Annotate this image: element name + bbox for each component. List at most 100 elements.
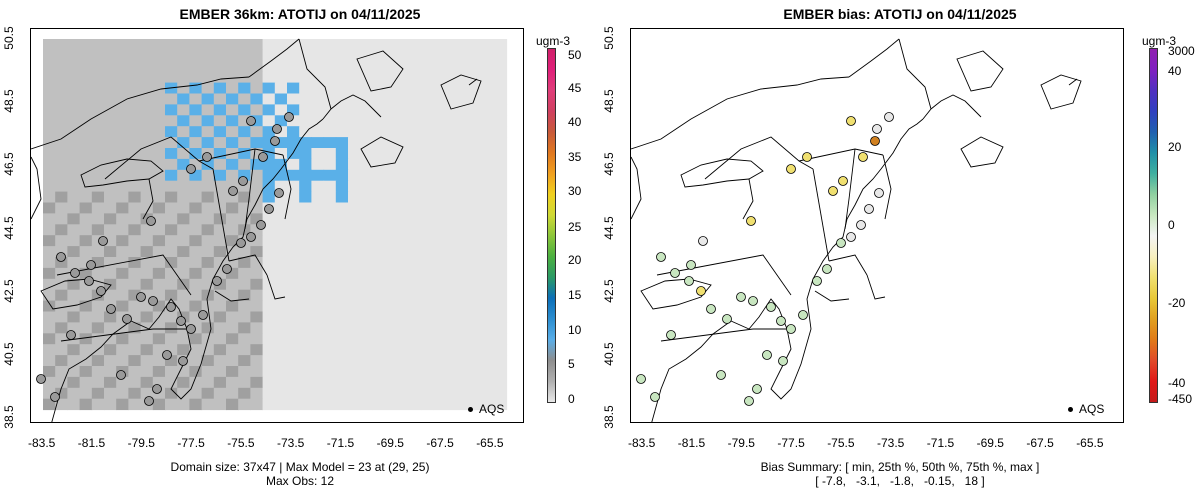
y-tick-label: 42.5 xyxy=(2,279,16,303)
colorbar-tick-label: 25 xyxy=(568,220,582,234)
grid-cell xyxy=(360,191,373,203)
grid-cell xyxy=(140,158,154,171)
grid-cell xyxy=(470,246,483,258)
bias-marker xyxy=(884,112,894,122)
grid-cell xyxy=(79,49,93,62)
grid-cell xyxy=(494,60,508,73)
bias-marker xyxy=(706,304,716,314)
grid-cell xyxy=(140,39,154,51)
grid-cell xyxy=(433,257,447,269)
grid-cell xyxy=(104,82,117,94)
grid-cell xyxy=(494,169,508,182)
grid-cell xyxy=(104,137,117,149)
national-border xyxy=(298,38,332,110)
grid-cell xyxy=(104,115,117,127)
grid-cell xyxy=(128,387,142,400)
grid-cell xyxy=(116,60,129,73)
grid-cell xyxy=(67,355,81,367)
grid-cell xyxy=(140,311,154,323)
grid-cell xyxy=(238,60,251,73)
grid-cell xyxy=(116,224,129,236)
observation-marker xyxy=(272,124,282,134)
grid-cell xyxy=(262,158,276,171)
grid-cell xyxy=(457,60,471,73)
grid-cell xyxy=(494,104,508,116)
grid-cell xyxy=(140,387,154,400)
grid-cell xyxy=(396,169,410,182)
grid-cell xyxy=(433,366,447,378)
grid-cell xyxy=(445,126,459,138)
grid-cell xyxy=(140,169,154,182)
grid-cell xyxy=(201,355,215,367)
grid-cell xyxy=(409,398,422,411)
observation-marker xyxy=(148,296,158,306)
grid-cell xyxy=(445,355,459,367)
bias-marker xyxy=(696,286,706,296)
grid-cell xyxy=(470,93,483,105)
grid-cell xyxy=(226,169,239,182)
bias-markers xyxy=(636,112,894,406)
grid-cell xyxy=(250,126,264,138)
grid-cell xyxy=(409,300,422,312)
bias-marker xyxy=(636,374,646,384)
grid-cell xyxy=(348,191,361,203)
grid-cell xyxy=(55,169,68,182)
grid-cell xyxy=(360,278,373,291)
grid-cell xyxy=(287,137,300,149)
grid-cell xyxy=(55,158,68,171)
grid-cell xyxy=(189,289,203,302)
grid-cell xyxy=(445,300,459,312)
grid-cell xyxy=(433,82,447,94)
x-tick-label: -69.5 xyxy=(376,436,404,450)
grid-cell xyxy=(482,300,495,312)
grid-cell xyxy=(213,267,227,280)
grid-cell xyxy=(494,137,508,149)
grid-cell xyxy=(250,376,264,389)
grid-cell xyxy=(348,376,361,389)
grid-cell xyxy=(250,387,264,400)
grid-cell xyxy=(396,311,410,323)
grid-cell xyxy=(457,82,471,94)
grid-cell xyxy=(299,180,312,193)
observation-marker xyxy=(258,152,268,162)
grid-cell xyxy=(104,60,117,73)
bias-marker xyxy=(766,302,776,312)
domain-caption: Domain size: 37x47 | Max Model = 23 at (… xyxy=(0,460,600,488)
grid-cell xyxy=(238,213,251,225)
grid-cell xyxy=(55,387,68,400)
grid-cell xyxy=(177,60,190,73)
grid-cell xyxy=(494,246,508,258)
grid-cell xyxy=(152,213,166,225)
grid-cell xyxy=(299,49,312,62)
grid-cell xyxy=(445,311,459,323)
grid-cell xyxy=(396,267,410,280)
grid-cell xyxy=(323,366,337,378)
grid-cell xyxy=(360,71,373,84)
grid-cell xyxy=(55,278,68,291)
grid-cell xyxy=(482,322,495,334)
grid-cell xyxy=(494,333,508,345)
x-tick-label: -71.5 xyxy=(326,436,355,450)
grid-cell xyxy=(311,224,325,236)
grid-cell xyxy=(396,376,410,389)
grid-cell xyxy=(421,213,434,225)
grid-cell xyxy=(177,169,190,182)
bias-marker xyxy=(864,204,874,214)
grid-cell xyxy=(409,39,422,51)
grid-cell xyxy=(457,344,471,356)
grid-cell xyxy=(445,180,459,193)
grid-cell xyxy=(128,278,142,291)
grid-cell xyxy=(152,60,166,73)
grid-cell xyxy=(335,202,349,214)
grid-cell xyxy=(165,289,178,302)
grid-cell xyxy=(55,257,68,269)
grid-cell xyxy=(409,49,422,62)
grid-cell xyxy=(262,126,276,138)
grid-cell xyxy=(79,71,93,84)
grid-cell xyxy=(152,267,166,280)
grid-cell xyxy=(299,158,312,171)
grid-cell xyxy=(274,300,288,312)
state-boundary xyxy=(212,168,230,262)
grid-cell xyxy=(55,71,68,84)
colorbar-tick-label: 20 xyxy=(1168,140,1182,154)
